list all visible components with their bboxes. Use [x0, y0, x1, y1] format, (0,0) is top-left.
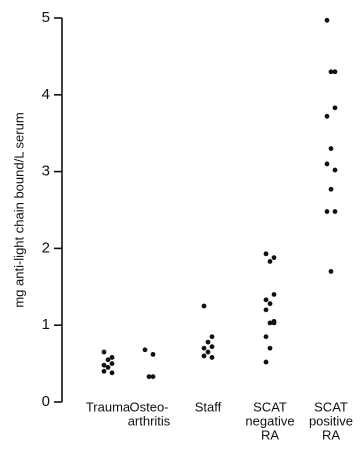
dot: [201, 353, 207, 359]
dot: [267, 320, 273, 326]
x-tick-label: negative: [245, 413, 294, 428]
dot: [109, 361, 115, 366]
dot: [201, 303, 207, 309]
dot: [332, 105, 338, 111]
dot: [271, 320, 277, 326]
dot: [101, 349, 107, 355]
dot: [328, 146, 334, 151]
dot: [332, 209, 338, 214]
dot: [263, 251, 269, 257]
dot: [101, 368, 107, 374]
x-tick-label: positive: [309, 413, 353, 428]
y-tick-label: 3: [42, 163, 50, 180]
dot: [267, 259, 273, 264]
dot: [263, 359, 269, 365]
dot: [328, 269, 334, 274]
dot: [150, 374, 156, 380]
dot: [324, 113, 330, 119]
dot: [324, 161, 330, 167]
dot: [205, 349, 211, 355]
dot: [101, 362, 107, 368]
x-tick-label: SCAT: [253, 399, 287, 414]
x-tick-label: RA: [261, 427, 279, 442]
dot: [209, 334, 215, 340]
dot: [263, 297, 269, 303]
dot: [201, 345, 207, 351]
dot: [146, 374, 152, 380]
dot: [263, 334, 269, 340]
y-tick-label: 1: [42, 316, 50, 333]
x-tick-label: Osteo-: [129, 399, 168, 414]
dot: [324, 17, 330, 23]
x-tick-label: RA: [322, 427, 340, 442]
dot: [271, 255, 277, 261]
y-axis-label: mg anti-light chain bound/L serum: [11, 112, 26, 307]
dot: [209, 355, 215, 360]
dot: [263, 307, 269, 313]
dot: [328, 69, 334, 75]
dot: [105, 365, 111, 370]
dot: [332, 167, 338, 173]
x-tick-label: Trauma: [86, 399, 131, 414]
y-tick-label: 0: [42, 393, 50, 410]
dot: [105, 357, 111, 363]
dot: [267, 345, 273, 351]
dot: [271, 292, 277, 297]
dot: [209, 344, 215, 350]
dot: [267, 301, 273, 307]
dot: [328, 186, 334, 192]
dot: [109, 355, 115, 360]
x-tick-label: SCAT: [314, 399, 348, 414]
y-tick-label: 5: [42, 9, 50, 26]
dot: [324, 209, 330, 214]
dot: [150, 351, 156, 357]
dot: [332, 69, 338, 75]
dot: [109, 370, 115, 376]
x-tick-label: Staff: [195, 399, 222, 414]
dot: [205, 339, 211, 345]
dot: [142, 347, 148, 353]
x-tick-label: arthritis: [128, 413, 171, 428]
y-tick-label: 4: [42, 86, 50, 103]
y-tick-label: 2: [42, 239, 50, 256]
